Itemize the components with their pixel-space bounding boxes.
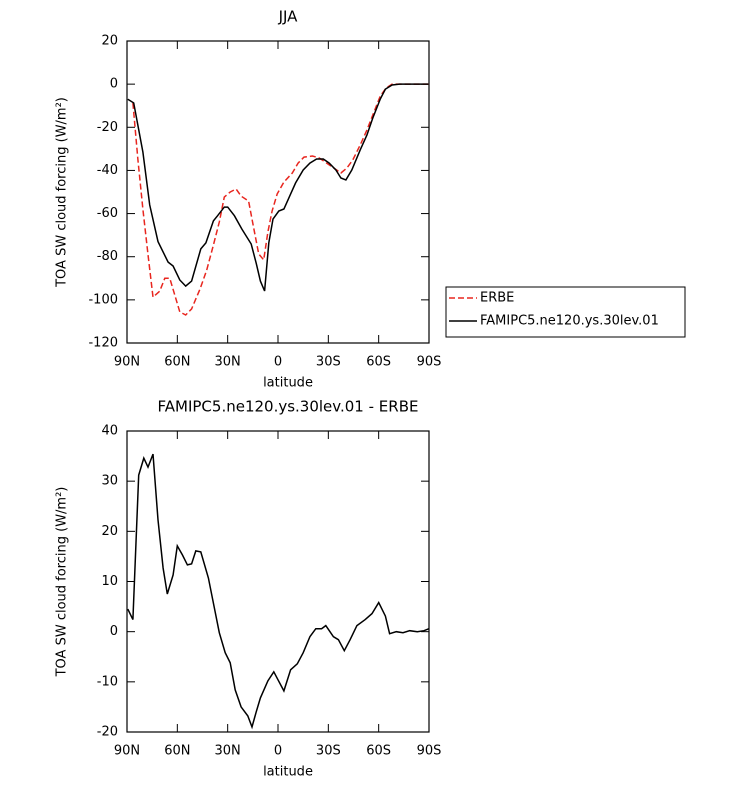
plot-frame [126,430,430,733]
x-tick-label: 60S [366,744,391,759]
x-tick-label: 90S [417,355,442,370]
x-tick-label: 60S [366,355,391,370]
y-tick-label: 10 [101,574,118,589]
x-tick-label: 0 [274,355,282,370]
data-line [127,453,430,730]
y-tick-label: 0 [110,77,118,92]
chart-title: FAMIPC5.ne120.ys.30lev.01 - ERBE [158,398,419,416]
y-tick-label: 40 [101,424,118,439]
data-line [132,83,429,316]
y-axis-label: TOA SW cloud forcing (W/m²) [55,487,70,678]
x-axis-label: latitude [263,376,313,391]
chart-title: JJA [278,8,299,26]
y-tick-label: -60 [97,206,118,221]
y-tick-label: -120 [88,336,118,351]
x-tick-label: 90N [114,355,140,370]
x-tick-label: 90N [114,744,140,759]
y-tick-label: -100 [88,292,118,307]
legend-box [445,286,686,338]
x-tick-label: 90S [417,744,442,759]
legend-label: ERBE [480,291,514,306]
x-axis-label: latitude [263,765,313,780]
y-tick-label: 0 [110,624,118,639]
y-axis-label: TOA SW cloud forcing (W/m²) [55,97,70,288]
y-tick-label: 20 [101,34,118,49]
y-tick-label: -20 [97,725,118,740]
x-tick-label: 30N [215,744,241,759]
x-tick-label: 30S [316,355,341,370]
y-tick-label: -10 [97,674,118,689]
y-tick-label: -40 [97,163,118,178]
y-tick-label: 20 [101,524,118,539]
data-line [127,83,429,292]
y-tick-label: -20 [97,120,118,135]
x-tick-label: 30S [316,744,341,759]
y-tick-label: -80 [97,249,118,264]
x-tick-label: 60N [164,355,190,370]
x-tick-label: 60N [164,744,190,759]
y-tick-label: 30 [101,474,118,489]
legend-label: FAMIPC5.ne120.ys.30lev.01 [480,314,659,329]
x-tick-label: 0 [274,744,282,759]
x-tick-label: 30N [215,355,241,370]
